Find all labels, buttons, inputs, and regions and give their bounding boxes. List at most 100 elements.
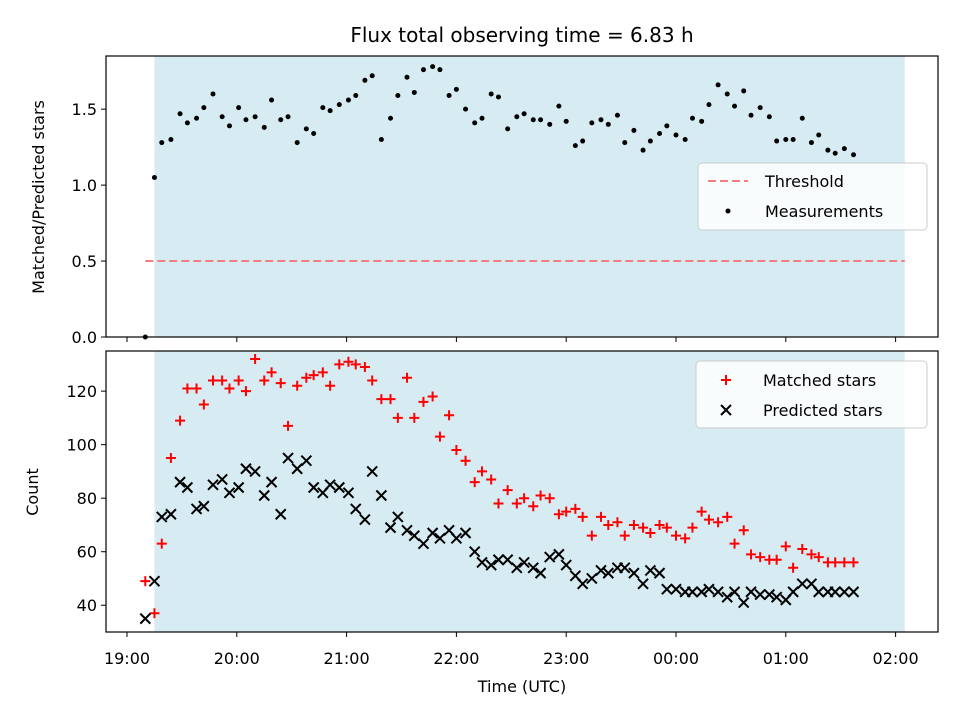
- data-point: [647, 138, 653, 144]
- data-point: [841, 146, 847, 152]
- bottom-panel: 40 60 80 100 120 Matched stars Predicted stars: [66, 350, 939, 637]
- data-point: [404, 74, 410, 80]
- data-point: [493, 498, 504, 509]
- data-point: [342, 487, 355, 499]
- data-point: [459, 527, 472, 539]
- data-point: [628, 567, 640, 579]
- x-tick-label: 00:00: [653, 649, 699, 668]
- data-point: [191, 383, 202, 394]
- data-point: [530, 117, 536, 123]
- data-point: [605, 121, 611, 127]
- data-point: [528, 501, 539, 512]
- data-point: [829, 586, 841, 598]
- data-point: [488, 91, 494, 97]
- data-point: [757, 105, 763, 111]
- data-point: [378, 137, 384, 143]
- data-point: [307, 481, 320, 494]
- data-point: [492, 554, 505, 566]
- data-point: [294, 140, 300, 146]
- data-point: [774, 138, 780, 144]
- data-point: [766, 114, 772, 120]
- data-point: [495, 94, 501, 100]
- data-point: [724, 91, 730, 97]
- data-point: [628, 519, 639, 530]
- data-point: [612, 517, 623, 528]
- data-point: [738, 525, 749, 536]
- legend-matched-swatch: [721, 375, 731, 385]
- data-point: [401, 372, 412, 383]
- data-point: [813, 552, 824, 563]
- data-point: [240, 386, 251, 397]
- data-point: [175, 415, 186, 426]
- data-point: [468, 546, 481, 558]
- data-point: [434, 431, 445, 442]
- data-point: [224, 383, 235, 394]
- data-point: [226, 123, 232, 129]
- data-point: [140, 576, 151, 587]
- data-point: [139, 612, 152, 625]
- data-point: [388, 115, 394, 121]
- data-point: [602, 567, 614, 579]
- data-point: [174, 476, 186, 488]
- data-point: [797, 544, 808, 555]
- data-point: [851, 152, 857, 158]
- data-point: [194, 115, 200, 121]
- top-panel: 0.0 0.5 1.0 1.5 Threshold Measurements: [72, 55, 939, 347]
- data-point: [657, 130, 663, 136]
- data-point: [317, 367, 328, 378]
- data-point: [427, 391, 438, 402]
- data-point: [654, 519, 665, 530]
- data-point: [392, 511, 404, 523]
- data-point: [645, 527, 656, 538]
- legend: Matched stars Predicted stars: [695, 360, 928, 429]
- data-point: [501, 554, 514, 566]
- series-predicted-stars: [139, 452, 860, 625]
- data-point: [451, 445, 462, 456]
- x-tick-label: 22:00: [433, 649, 479, 668]
- data-point: [207, 479, 219, 491]
- data-point: [511, 562, 523, 574]
- data-point: [283, 420, 294, 431]
- data-point: [392, 412, 403, 423]
- data-point: [216, 473, 228, 486]
- data-point: [664, 123, 670, 129]
- data-point: [732, 103, 738, 109]
- data-point: [511, 498, 522, 509]
- data-point: [787, 586, 799, 598]
- data-point: [745, 586, 757, 598]
- data-point: [686, 586, 699, 598]
- data-point: [631, 127, 637, 133]
- data-point: [469, 477, 480, 488]
- data-point: [252, 114, 258, 120]
- data-point: [434, 532, 446, 545]
- y-tick-label: 80: [77, 489, 97, 508]
- data-point: [269, 97, 275, 103]
- y-tick-label: 0.5: [72, 252, 97, 271]
- data-point: [446, 92, 452, 98]
- data-point: [345, 97, 351, 103]
- data-point: [177, 111, 183, 117]
- data-point: [832, 150, 838, 156]
- data-point: [275, 508, 287, 520]
- data-point: [696, 506, 707, 517]
- data-point: [715, 82, 721, 88]
- data-point: [184, 120, 190, 126]
- data-point: [479, 115, 485, 121]
- data-point: [722, 511, 733, 522]
- data-point: [453, 86, 459, 92]
- data-point: [603, 519, 614, 530]
- data-point: [485, 559, 497, 571]
- data-point: [544, 493, 555, 504]
- data-point: [217, 375, 228, 386]
- y-tick-label: 0.0: [72, 328, 97, 347]
- data-point: [249, 465, 261, 478]
- data-point: [258, 489, 270, 502]
- data-point: [282, 452, 294, 464]
- data-point: [561, 506, 572, 517]
- data-point: [622, 140, 628, 146]
- data-point: [301, 372, 312, 383]
- data-point: [417, 537, 430, 550]
- data-point: [673, 132, 679, 138]
- data-point: [572, 143, 578, 149]
- data-point: [808, 140, 814, 146]
